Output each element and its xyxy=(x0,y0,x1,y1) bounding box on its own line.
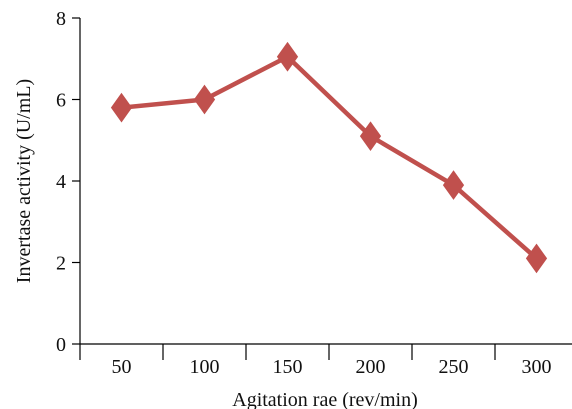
x-tick-label: 200 xyxy=(356,356,386,378)
y-tick-label: 4 xyxy=(56,171,66,193)
y-tick-label: 8 xyxy=(56,8,66,30)
x-tick-label: 100 xyxy=(190,356,220,378)
y-tick-label: 0 xyxy=(56,334,66,356)
data-point-marker xyxy=(110,92,133,123)
data-point-marker xyxy=(525,243,548,274)
x-tick-label: 250 xyxy=(439,356,469,378)
series-line xyxy=(119,54,539,261)
x-tick-label: 300 xyxy=(522,356,552,378)
data-point-marker xyxy=(442,170,465,200)
data-point-marker xyxy=(276,41,299,72)
y-tick-label: 6 xyxy=(56,90,66,112)
x-axis-title: Agitation rae (rev/min) xyxy=(232,389,418,409)
y-axis-ticks: 0 2 4 6 8 xyxy=(56,8,80,356)
data-point-marker xyxy=(193,84,216,115)
y-tick-label: 2 xyxy=(56,253,66,275)
y-axis-title: Invertase activity (U/mL) xyxy=(13,79,35,283)
series-layer xyxy=(110,41,548,274)
x-tick-label: 50 xyxy=(112,356,132,378)
x-tick-label: 150 xyxy=(273,356,303,378)
data-point-marker xyxy=(359,121,382,152)
x-axis-ticks: 50 100 150 200 250 300 xyxy=(79,344,552,378)
